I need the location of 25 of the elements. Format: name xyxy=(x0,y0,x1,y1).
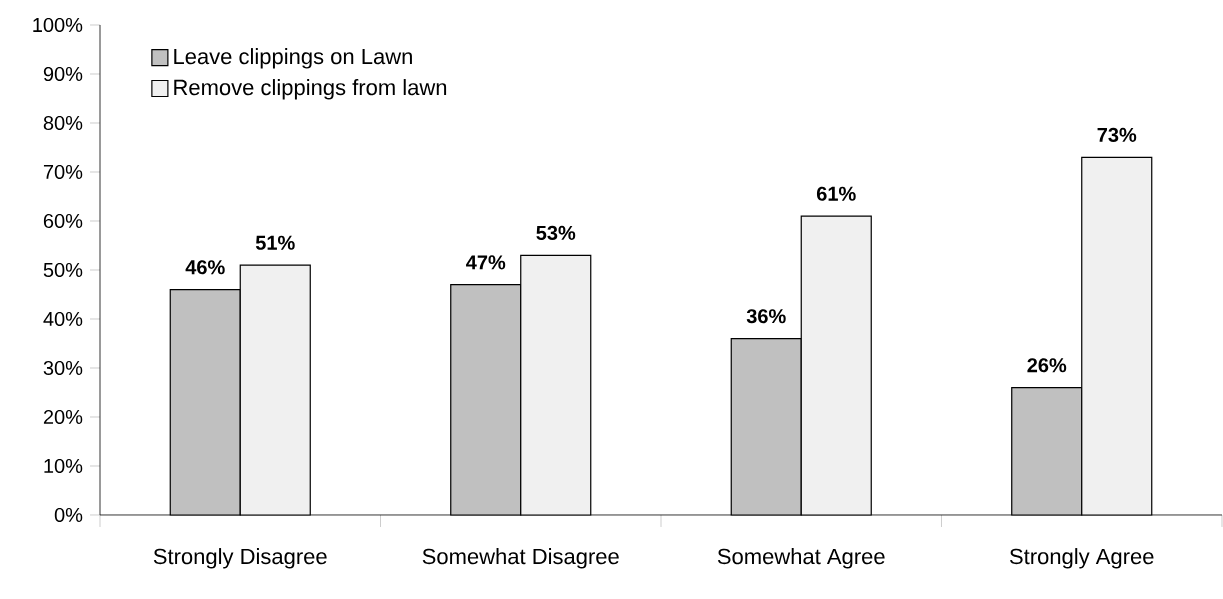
y-tick-label: 20% xyxy=(43,409,83,425)
legend-label: Remove clippings from lawn xyxy=(174,79,447,100)
y-tick-label: 10% xyxy=(44,458,83,474)
y-tick-label: 40% xyxy=(43,311,83,327)
data-label: 46% xyxy=(185,260,225,275)
data-label: 26% xyxy=(1027,358,1067,373)
y-tick-label: 0% xyxy=(54,507,83,523)
x-tick-label: Somewhat Agree xyxy=(717,548,885,569)
y-tick-label: 60% xyxy=(43,213,83,229)
data-label: 73% xyxy=(1097,127,1137,143)
data-label: 51% xyxy=(255,235,295,250)
y-tick-label: 70% xyxy=(43,164,83,180)
y-tick-label: 80% xyxy=(43,115,83,131)
data-label: 36% xyxy=(746,309,786,324)
x-tick-label: Strongly Disagree xyxy=(153,548,327,569)
y-tick-label: 50% xyxy=(43,262,83,278)
x-tick-label: Somewhat Disagree xyxy=(422,548,619,569)
y-tick-label: 30% xyxy=(43,360,83,376)
y-tick-label: 100% xyxy=(33,17,83,33)
data-label: 53% xyxy=(536,225,576,241)
y-tick-label: 90% xyxy=(43,66,83,82)
x-tick-label: Strongly Agree xyxy=(1009,548,1154,569)
legend-label: Leave clippings on Lawn xyxy=(174,48,412,69)
data-label: 61% xyxy=(816,186,856,201)
data-label: 47% xyxy=(466,255,506,270)
